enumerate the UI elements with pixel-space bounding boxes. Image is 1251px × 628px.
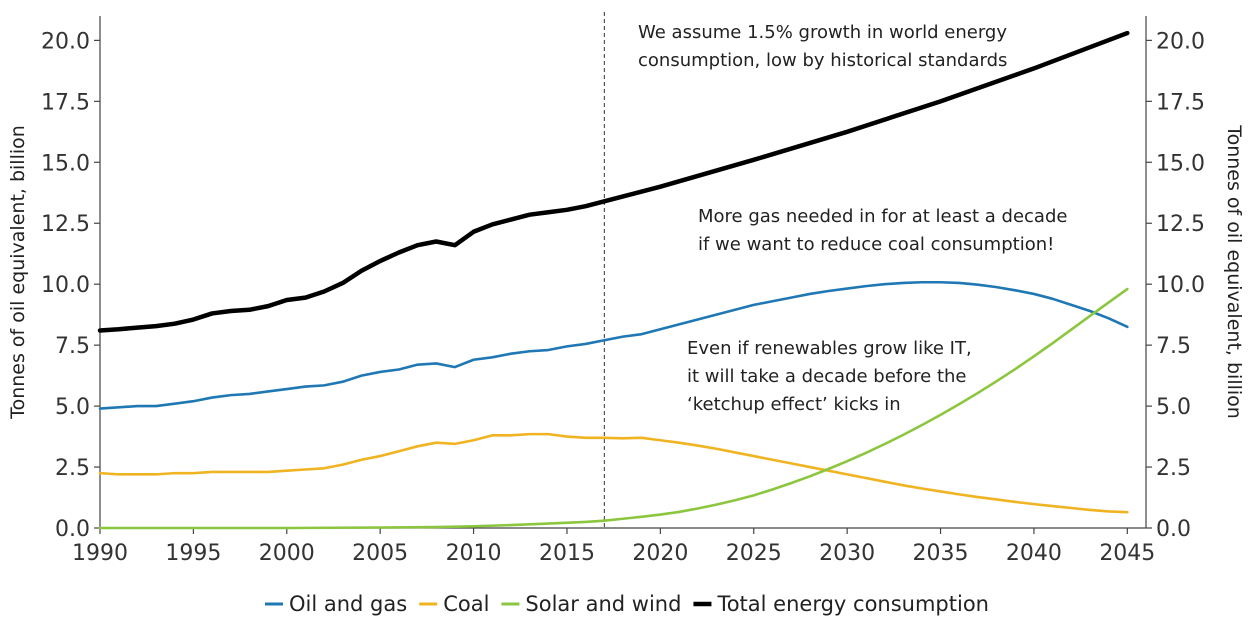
x-tick-label: 2000: [259, 541, 315, 566]
annotations: We assume 1.5% growth in world energy con…: [638, 22, 1067, 415]
x-tick-label: 2045: [1099, 541, 1155, 566]
y-tick-label-left: 5.0: [55, 395, 90, 420]
y-tick-label-right: 15.0: [1156, 151, 1205, 176]
annotation-2-line: ‘ketchup effect’ kicks in: [687, 394, 901, 415]
x-tick-label: 2015: [539, 541, 595, 566]
series-line-1: [98, 432, 1129, 514]
y-axis-title-left: Tonnes of oil equivalent, billion: [7, 125, 29, 420]
y-axis-title-right: Tonnes of oil equivalent, billion: [1223, 124, 1245, 419]
legend-label-2: Solar and wind: [525, 592, 681, 616]
x-tick-label: 2020: [632, 541, 688, 566]
x-tick-label: 2040: [1006, 541, 1062, 566]
y-tick-label-left: 15.0: [41, 151, 90, 176]
y-tick-label-right: 5.0: [1156, 395, 1191, 420]
legend-label-3: Total energy consumption: [716, 592, 989, 616]
legend: Oil and gas Coal Solar and wind Total energ…: [265, 592, 989, 616]
y-tick-label-right: 17.5: [1156, 90, 1205, 115]
annotation-1-line: More gas needed in for at least a decade: [698, 206, 1067, 227]
series-lines: [97, 30, 1130, 530]
x-tick-label: 2030: [819, 541, 875, 566]
x-tick-label: 1995: [165, 541, 221, 566]
y-tick-label-left: 17.5: [41, 90, 90, 115]
series-line-2: [98, 287, 1129, 530]
annotation-1-line: if we want to reduce coal consumption!: [698, 234, 1054, 255]
y-tick-label-right: 12.5: [1156, 212, 1205, 237]
x-tick-label: 2010: [446, 541, 502, 566]
y-tick-label-left: 2.5: [55, 456, 90, 481]
x-tick-label: 2005: [352, 541, 408, 566]
y-tick-label-right: 20.0: [1156, 29, 1205, 54]
x-tick-label: 1990: [72, 541, 128, 566]
x-tick-label: 2025: [726, 541, 782, 566]
y-tick-label-left: 7.5: [55, 334, 90, 359]
series-line-3: [97, 30, 1130, 333]
y-tick-label-right: 0.0: [1156, 517, 1191, 542]
annotation-0-line: consumption, low by historical standards: [638, 50, 1007, 71]
y-tick-label-left: 10.0: [41, 273, 90, 298]
series-line-0: [98, 280, 1129, 410]
y-tick-label-right: 7.5: [1156, 334, 1191, 359]
legend-label-0: Oil and gas: [289, 592, 407, 616]
y-tick-label-right: 2.5: [1156, 456, 1191, 481]
y-tick-label-left: 12.5: [41, 212, 90, 237]
x-tick-label: 2035: [913, 541, 969, 566]
legend-label-1: Coal: [443, 592, 489, 616]
annotation-2-line: Even if renewables grow like IT,: [687, 338, 972, 359]
y-tick-label-left: 20.0: [41, 29, 90, 54]
y-tick-label-left: 0.0: [55, 517, 90, 542]
annotation-2-line: it will take a decade before the: [687, 366, 966, 387]
annotation-0-line: We assume 1.5% growth in world energy: [638, 22, 1007, 43]
axes: 0.0 0.0 2.5 2.5 5.0 5.0 7.5 7.5 10.0 10.0 12.5 12.5…: [7, 16, 1245, 566]
y-tick-label-right: 10.0: [1156, 273, 1205, 298]
